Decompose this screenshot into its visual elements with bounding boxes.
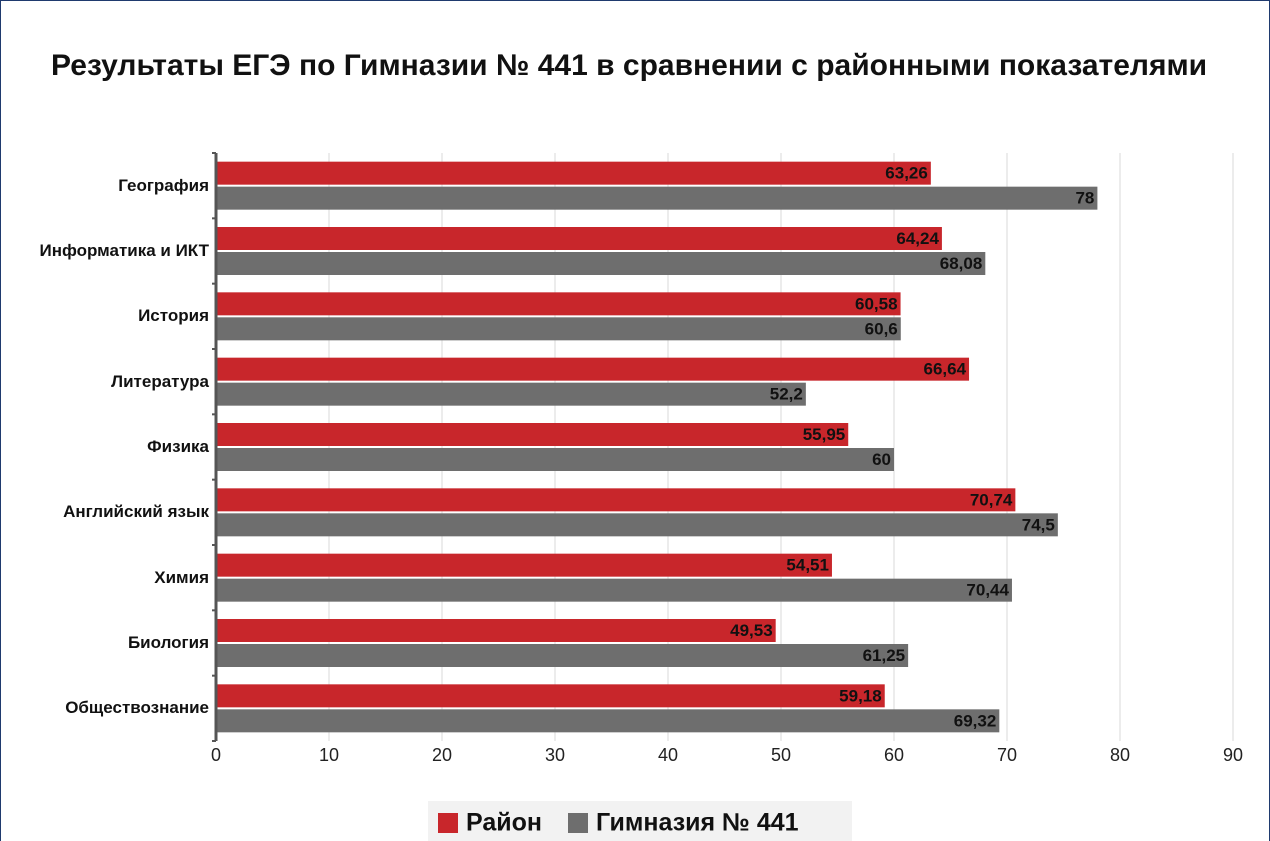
data-label: 60 <box>872 450 891 469</box>
y-tick-label: Литература <box>11 352 209 412</box>
legend-swatch <box>438 813 458 833</box>
x-tick-label: 20 <box>432 745 452 765</box>
data-label: 63,26 <box>885 164 928 183</box>
category-text: Английский язык <box>63 502 209 522</box>
data-label: 60,58 <box>855 294 898 313</box>
y-tick-label: Химия <box>11 548 209 608</box>
data-label: 52,2 <box>770 385 803 404</box>
bar <box>216 382 806 406</box>
data-label: 68,08 <box>940 254 983 273</box>
category-text: Химия <box>154 567 209 587</box>
y-tick-label: Информатика и ИКТ <box>11 221 209 281</box>
legend-swatch <box>568 813 588 833</box>
data-label: 66,64 <box>923 360 966 379</box>
data-label: 61,25 <box>863 646 906 665</box>
category-text: Информатика и ИКТ <box>39 241 209 260</box>
bar <box>216 252 986 275</box>
y-tick-label: Английский язык <box>11 482 209 542</box>
x-tick-label: 80 <box>1110 745 1130 765</box>
data-label: 60,6 <box>865 319 898 338</box>
x-tick-label: 10 <box>319 745 339 765</box>
data-label: 70,44 <box>966 581 1009 600</box>
y-tick-label: История <box>11 286 209 346</box>
bar <box>216 513 1058 537</box>
bar <box>216 644 909 667</box>
legend-label: Гимназия № 441 <box>596 809 799 837</box>
legend-label: Район <box>466 809 542 837</box>
y-tick-label: Физика <box>11 417 209 477</box>
category-text: Обществознание <box>65 698 209 718</box>
legend-box <box>428 801 852 841</box>
data-label: 55,95 <box>803 425 846 444</box>
bar <box>216 292 901 316</box>
y-tick-label: География <box>11 156 209 216</box>
data-label: 78 <box>1075 189 1094 208</box>
x-tick-label: 40 <box>658 745 678 765</box>
bar <box>216 448 894 471</box>
x-tick-label: 30 <box>545 745 565 765</box>
category-text: История <box>138 306 209 326</box>
data-label: 49,53 <box>730 621 773 640</box>
bar <box>216 709 1000 733</box>
bar <box>216 553 832 577</box>
bar <box>216 161 931 185</box>
bar <box>216 227 942 250</box>
x-tick-label: 90 <box>1223 745 1243 765</box>
category-text: Литература <box>111 371 209 391</box>
x-tick-label: 70 <box>997 745 1017 765</box>
x-tick-label: 50 <box>771 745 791 765</box>
category-text: География <box>118 175 209 195</box>
chart-title: Результаты ЕГЭ по Гимназии № 441 в сравн… <box>51 49 1208 82</box>
bar <box>216 619 776 642</box>
data-label: 64,24 <box>896 229 939 248</box>
bar <box>216 357 970 381</box>
category-text: Физика <box>147 437 209 456</box>
bar <box>216 317 901 341</box>
y-tick-label: Обществознание <box>11 678 209 738</box>
data-label: 59,18 <box>839 686 882 705</box>
bar <box>216 186 1098 210</box>
y-tick-label: Биология <box>11 613 209 673</box>
data-label: 70,74 <box>970 490 1013 509</box>
data-label: 54,51 <box>786 556 829 575</box>
x-tick-label: 0 <box>211 745 221 765</box>
bar <box>216 488 1016 512</box>
data-label: 69,32 <box>954 711 997 730</box>
x-tick-label: 60 <box>884 745 904 765</box>
bar <box>216 423 849 446</box>
bar <box>216 578 1012 602</box>
category-text: Биология <box>127 633 209 652</box>
data-label: 74,5 <box>1022 515 1055 534</box>
bar <box>216 684 885 708</box>
